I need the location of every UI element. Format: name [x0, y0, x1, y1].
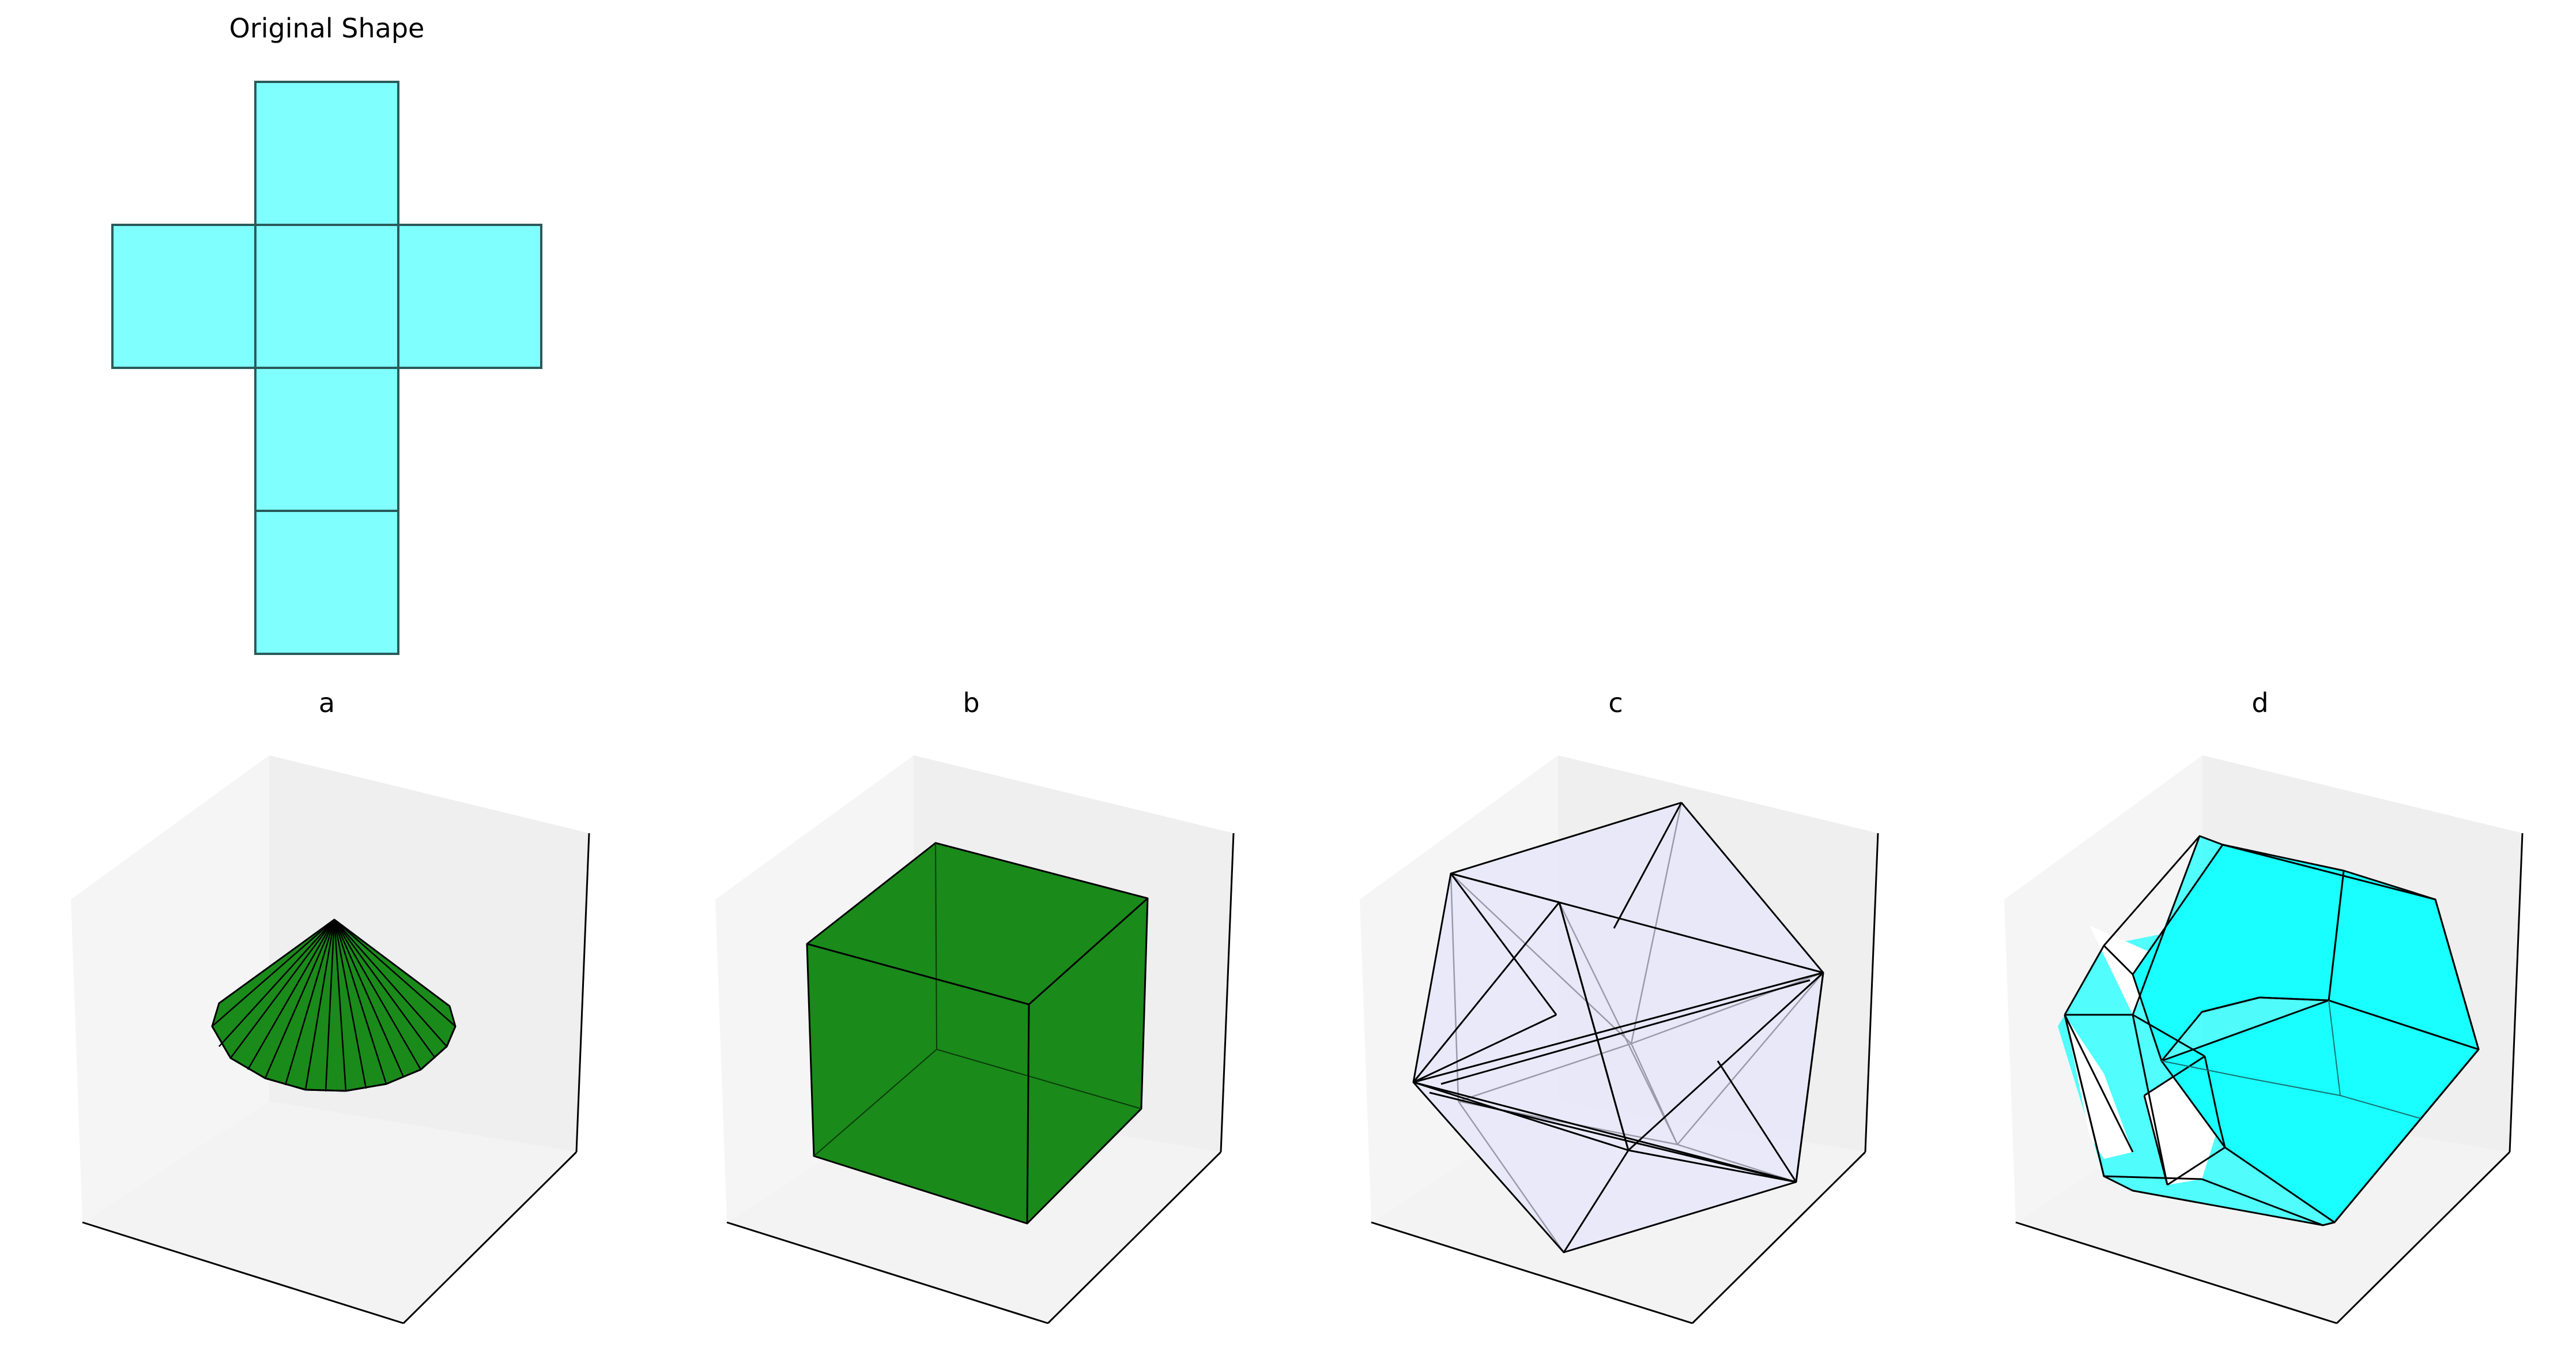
axis-edge-z [2509, 833, 2524, 1153]
axis-edge-x [726, 1221, 1048, 1324]
cube-net [111, 81, 542, 655]
axis-edge-x [2015, 1221, 2337, 1324]
option-b-panel: b [715, 687, 1235, 1324]
axis-edge-z [575, 833, 590, 1153]
option-a-panel: a [71, 687, 590, 1324]
net-face-lower [254, 367, 399, 512]
option-c-panel: c [1360, 687, 1879, 1324]
option-b-label: b [963, 687, 979, 718]
axis-edge-z [1864, 833, 1879, 1153]
option-a-label: a [319, 687, 335, 718]
original-shape-title: Original Shape [229, 13, 425, 44]
net-face-top [254, 81, 399, 226]
axes-3d-a [71, 755, 590, 1324]
net-face-left [111, 224, 257, 369]
truncated-octahedron-shape [2058, 835, 2480, 1226]
cube-shape [806, 842, 1149, 1225]
axis-edge-x [82, 1221, 404, 1324]
net-face-right [397, 224, 542, 369]
pane-left [71, 755, 269, 1222]
net-face-center [254, 224, 399, 369]
option-c-label: c [1608, 687, 1623, 718]
net-face-bottom [254, 510, 399, 655]
axis-edge-y [1691, 1151, 1866, 1324]
cone-shape [211, 918, 457, 1092]
original-shape-panel: Original Shape [111, 13, 542, 655]
icosahedron-shape [1412, 801, 1824, 1253]
axis-edge-y [402, 1151, 578, 1324]
axis-edge-z [1220, 833, 1235, 1153]
option-d-panel: d [2004, 687, 2524, 1324]
axis-edge-x [1371, 1221, 1693, 1324]
axis-edge-y [2336, 1151, 2511, 1324]
axis-edge-y [1047, 1151, 1222, 1324]
pane-floor [82, 1101, 576, 1323]
option-d-label: d [2251, 687, 2268, 718]
